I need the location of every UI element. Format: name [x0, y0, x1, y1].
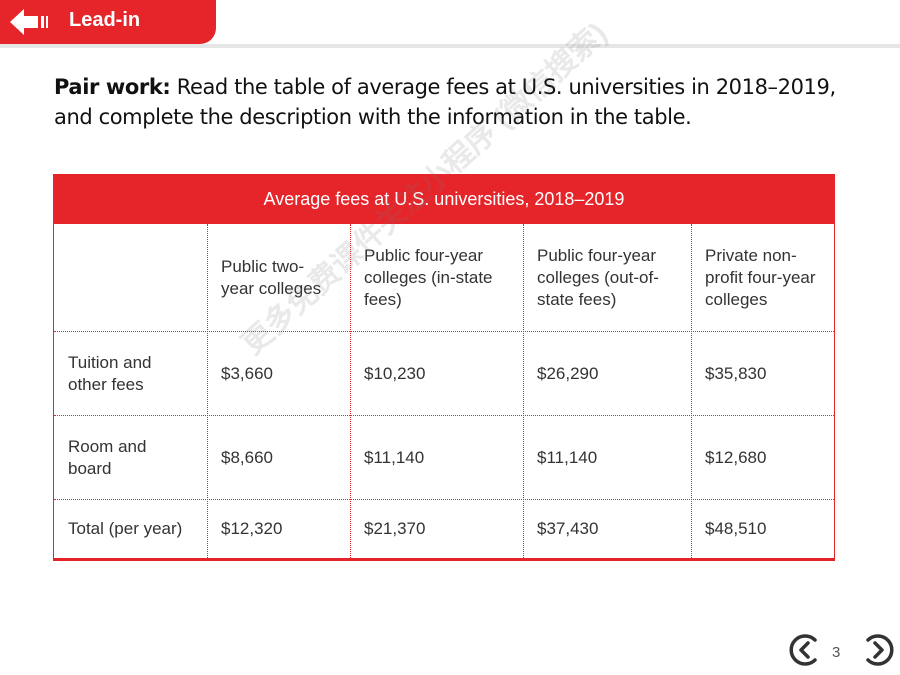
table-cell: $8,660	[221, 447, 273, 467]
column-header: Public four-year colleges (in-state fees…	[364, 245, 493, 309]
header-divider	[0, 44, 900, 48]
column-header: Public four-year colleges (out-of-state …	[537, 245, 659, 309]
row-label: Total (per year)	[68, 519, 183, 538]
section-badge: Lead-in	[0, 0, 216, 44]
table-cell: $37,430	[537, 519, 599, 538]
row-label: Tuition and other fees	[68, 352, 152, 394]
table-cell: $11,140	[364, 447, 425, 467]
table-cell: $48,510	[705, 519, 767, 538]
table-cell: $10,230	[364, 363, 426, 383]
row-divider	[54, 415, 834, 416]
chevron-left-circle-icon[interactable]	[787, 632, 823, 668]
column-divider	[350, 224, 351, 558]
table-cell: $12,320	[221, 519, 283, 538]
fees-table: Average fees at U.S. universities, 2018–…	[53, 174, 835, 561]
table-cell: $35,830	[705, 363, 767, 383]
instructions: Pair work: Read the table of average fee…	[54, 72, 854, 132]
instructions-lead: Pair work:	[54, 75, 171, 99]
row-divider	[54, 331, 834, 332]
column-header-empty	[54, 224, 207, 331]
row-divider	[54, 499, 834, 500]
column-header: Public two-year colleges	[221, 256, 322, 298]
back-arrow-icon[interactable]	[10, 9, 50, 35]
table-cell: $3,660	[221, 363, 273, 383]
section-label: Lead-in	[69, 9, 141, 31]
column-divider	[207, 224, 208, 558]
chevron-right-circle-icon[interactable]	[860, 632, 896, 668]
table-caption: Average fees at U.S. universities, 2018–…	[54, 174, 834, 224]
column-header: Private non-profit four-year colleges	[705, 245, 816, 309]
page-number: 3	[832, 644, 841, 661]
instructions-text: Read the table of average fees at U.S. u…	[54, 75, 836, 129]
table-cell: $11,140	[537, 447, 598, 467]
table-cell: $26,290	[537, 363, 599, 383]
table-cell: $21,370	[364, 519, 426, 538]
column-divider	[523, 224, 524, 558]
row-label: Room and board	[68, 436, 147, 478]
table-cell: $12,680	[705, 447, 767, 467]
column-divider	[691, 224, 692, 558]
